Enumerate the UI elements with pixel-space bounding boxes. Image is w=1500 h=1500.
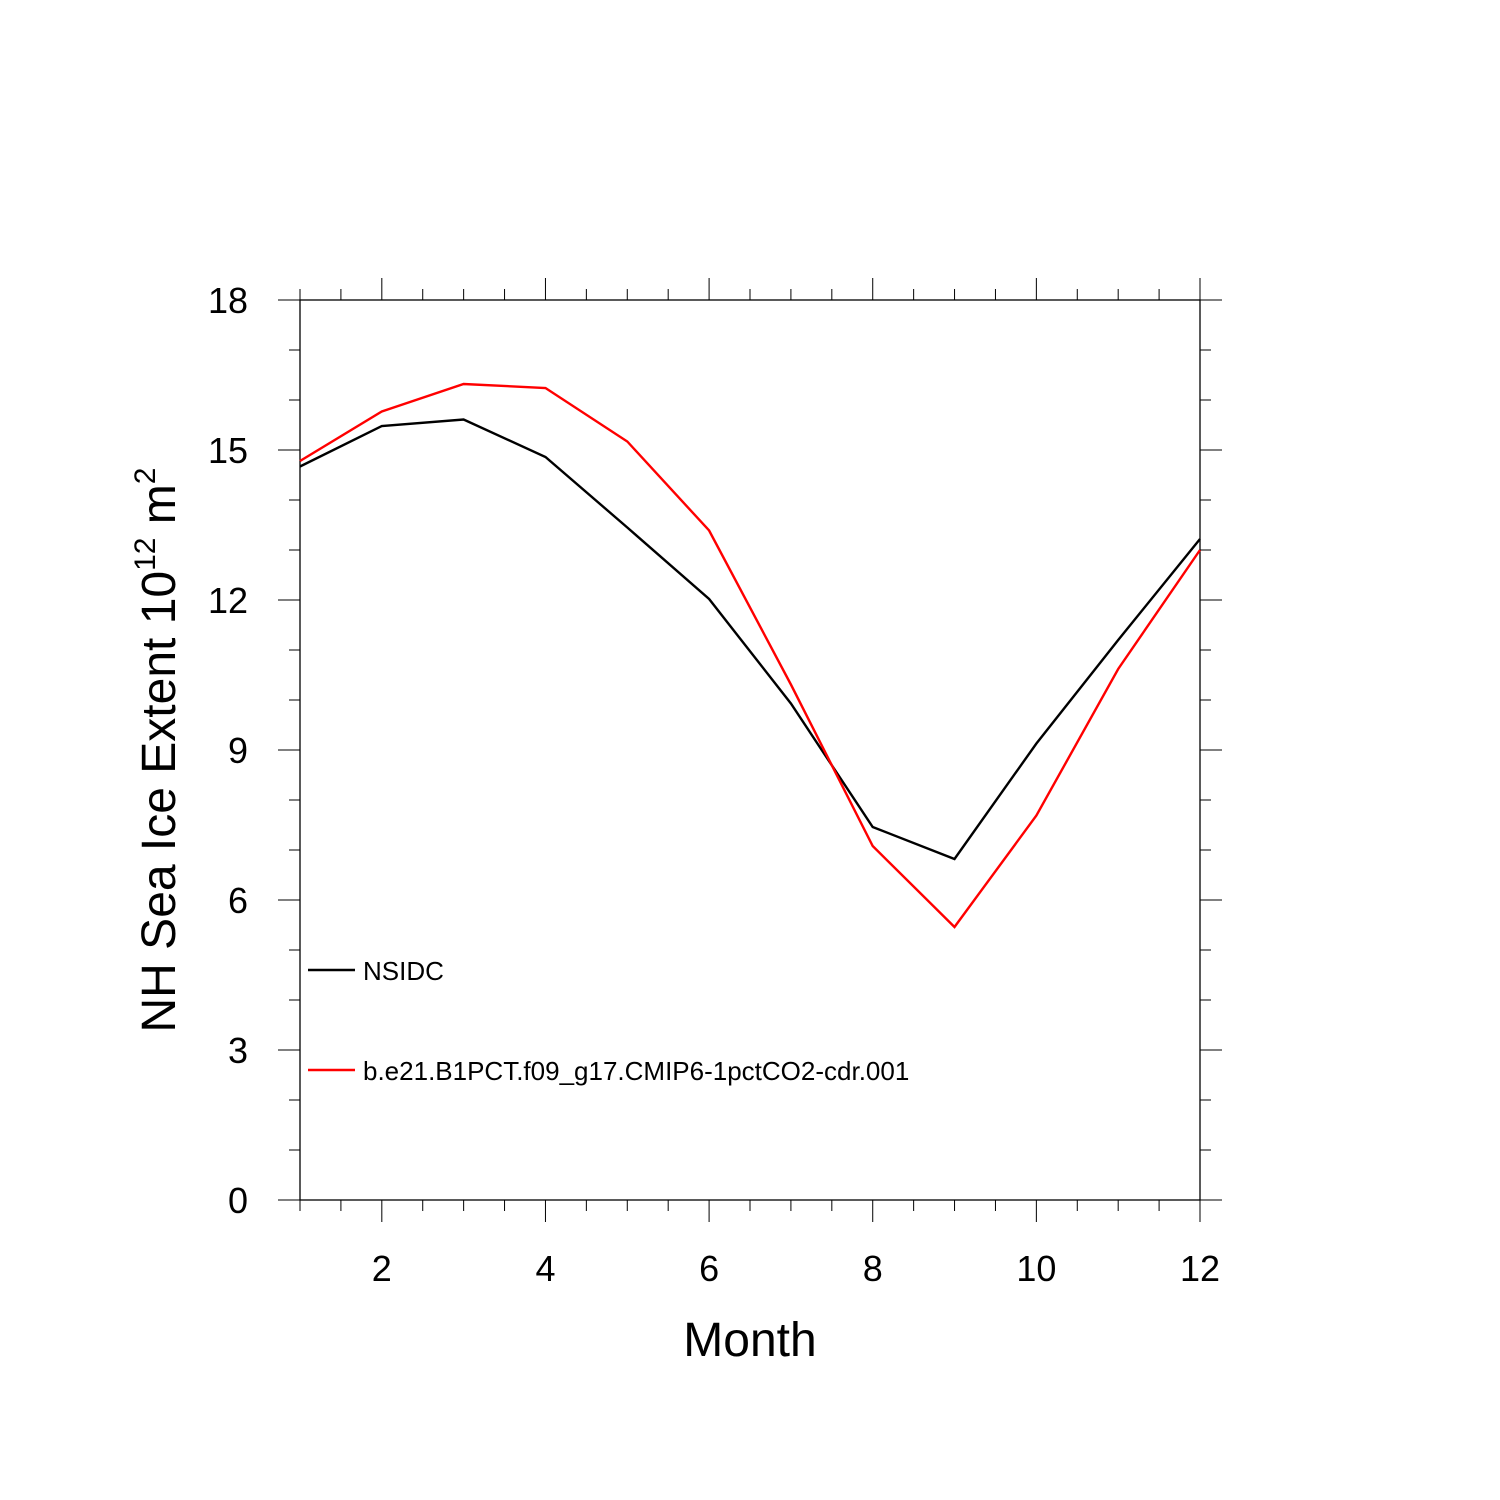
legend-label: b.e21.B1PCT.f09_g17.CMIP6-1pctCO2-cdr.00… [363,1056,909,1086]
y-tick-label: 15 [208,430,248,471]
x-tick-label: 10 [1016,1248,1056,1289]
legend: NSIDC b.e21.B1PCT.f09_g17.CMIP6-1pctCO2-c… [308,956,909,1086]
x-tick-label: 2 [372,1248,392,1289]
y-tick-label: 12 [208,580,248,621]
y-tick-label: 18 [208,280,248,321]
tick-labels: 2 4 6 8 10 12 0 3 6 9 12 15 18 [208,280,1220,1289]
y-tick-label: 6 [228,880,248,921]
y-tick-label: 3 [228,1030,248,1071]
y-axis-title: NH Sea Ice Extent 1012 m2 [129,468,186,1033]
series-lines [299,382,1201,929]
x-axis-title: Month [683,1314,816,1367]
series-line-2 [299,382,1201,929]
y-tick-label: 9 [228,730,248,771]
axis-ticks [278,278,1222,1222]
x-tick-label: 12 [1180,1248,1220,1289]
series-line-1 [299,418,1201,861]
plot-frame [299,299,1201,1201]
y-tick-label: 0 [228,1180,248,1221]
x-tick-label: 6 [699,1248,719,1289]
x-tick-label: 8 [863,1248,883,1289]
legend-label: NSIDC [363,956,444,986]
x-tick-label: 4 [535,1248,555,1289]
